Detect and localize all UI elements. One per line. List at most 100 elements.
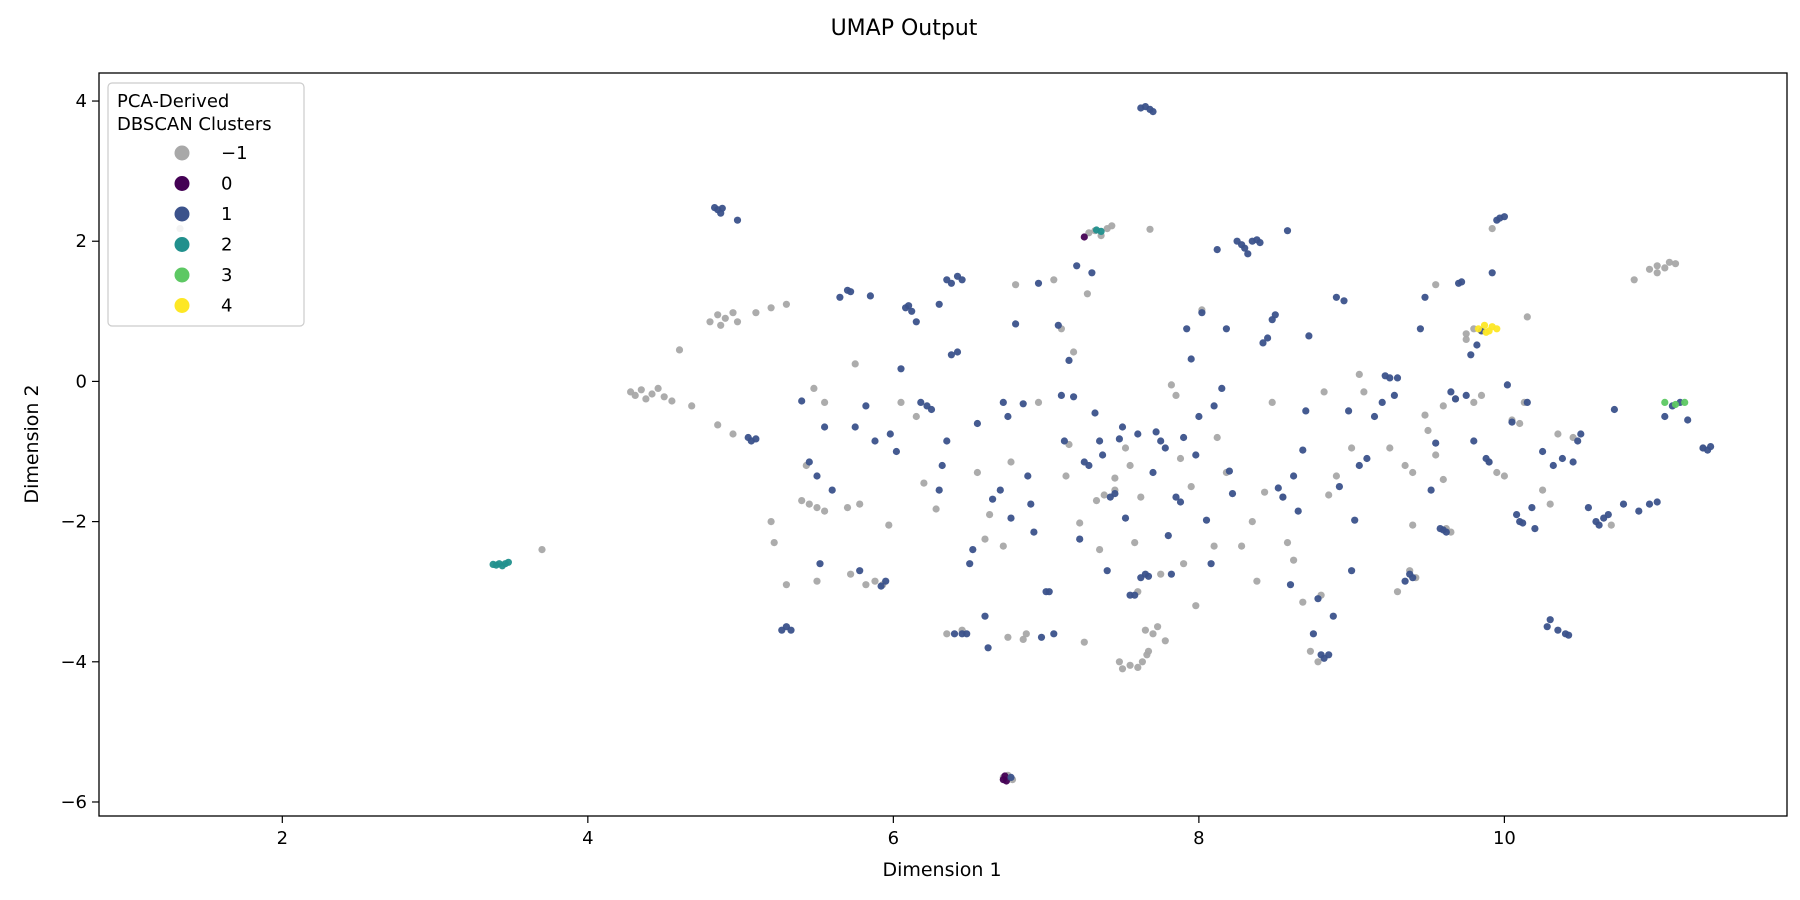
scatter-point-cluster--1 [1393,588,1402,596]
scatter-point-cluster-1 [1348,567,1356,575]
scatter-point-cluster-1 [1202,516,1211,524]
scatter-point-cluster-1 [1707,443,1715,451]
scatter-point-cluster-1 [1340,297,1348,305]
scatter-point-cluster-1 [1004,412,1012,421]
scatter-point-cluster-1 [1144,572,1153,580]
scatter-point-cluster-1 [851,423,859,431]
scatter-point-cluster--1 [1154,623,1162,631]
y-tick-label: 4 [76,91,87,112]
scatter-point-cluster--1 [1645,265,1654,273]
scatter-point-cluster-1 [1462,391,1470,399]
x-tick-label: 4 [582,828,593,849]
scatter-point-cluster-1 [1565,631,1573,639]
scatter-point-cluster-1 [1027,500,1035,508]
scatter-point-cluster-1 [856,567,864,575]
scatter-point-cluster-4 [1474,325,1482,333]
scatter-point-cluster-1 [1299,446,1307,454]
scatter-point-cluster--1 [1421,411,1429,419]
scatter-point-cluster--1 [1115,658,1123,666]
scatter-point-cluster-1 [1325,651,1333,659]
scatter-point-cluster-1 [813,472,821,480]
scatter-point-cluster-1 [1458,278,1466,286]
scatter-point-cluster--1 [1126,661,1134,669]
scatter-point-cluster--1 [1539,486,1547,494]
scatter-point-cluster-1 [1256,239,1264,247]
scatter-point-cluster--1 [847,570,855,578]
y-tick-label: −4 [60,652,87,673]
scatter-point-cluster--1 [1523,313,1531,321]
scatter-point-cluster--1 [821,398,829,406]
scatter-point-cluster-1 [963,630,971,638]
scatter-point-cluster-1 [1332,293,1340,301]
scatter-point-cluster-1 [733,216,742,224]
scatter-point-cluster-1 [787,626,795,634]
scatter-point-cluster-1 [966,560,974,568]
scatter-point-cluster-1 [1024,472,1032,480]
scatter-point-cluster-1 [1099,451,1107,459]
scatter-point-cluster--1 [717,321,725,329]
scatter-point-cluster-1 [1210,402,1218,410]
scatter-point-cluster--1 [1131,539,1139,547]
scatter-point-cluster-1 [1390,391,1398,399]
scatter-point-cluster--1 [1012,281,1020,289]
scatter-point-cluster--1 [642,395,650,403]
scatter-point-cluster-1 [1508,418,1516,426]
scatter-point-cluster--1 [1401,461,1409,470]
scatter-point-cluster-1 [1019,400,1027,408]
scatter-point-cluster--1 [1019,635,1027,644]
scatter-point-cluster--1 [843,504,852,512]
scatter-point-cluster-1 [1503,381,1511,389]
x-tick-label: 10 [1493,828,1516,849]
legend-box [107,82,305,327]
scatter-point-cluster--1 [1283,539,1292,547]
scatter-point-cluster--1 [1360,388,1368,396]
scatter-point-cluster--1 [1213,433,1221,442]
scatter-point-cluster--1 [1661,264,1669,272]
scatter-point-cluster-1 [1149,468,1157,477]
scatter-point-cluster--1 [648,390,656,398]
scatter-point-cluster-1 [1096,437,1104,445]
scatter-point-cluster-1 [847,288,855,296]
scatter-point-cluster-1 [1523,398,1531,406]
scatter-point-cluster--1 [805,500,813,508]
scatter-point-cluster-1 [871,437,879,445]
scatter-point-cluster-1 [935,486,943,494]
scatter-point-cluster-1 [1595,521,1603,529]
scatter-point-cluster--1 [1665,258,1673,266]
scatter-point-cluster--1 [1424,426,1432,435]
scatter-point-cluster--1 [973,468,982,477]
scatter-point-cluster-1 [1442,528,1450,536]
legend-marker [174,267,190,283]
scatter-point-cluster-1 [1531,525,1539,533]
scatter-point-cluster-1 [1103,567,1111,575]
scatter-point-cluster--1 [856,500,864,508]
scatter-point-cluster-1 [927,405,936,414]
scatter-point-cluster-1 [1225,467,1233,475]
scatter-point-cluster-1 [1305,332,1313,340]
scatter-point-cluster--1 [1432,281,1440,289]
scatter-point-cluster--1 [1126,461,1134,470]
scatter-point-cluster--1 [1121,444,1130,452]
scatter-point-cluster-2 [489,560,497,569]
scatter-point-cluster-1 [1037,633,1046,641]
scatter-point-cluster--1 [1161,637,1169,645]
scatter-point-cluster-1 [1192,451,1200,459]
scatter-point-cluster-1 [1549,461,1557,470]
scatter-point-cluster-1 [1007,514,1015,522]
scatter-point-cluster-1 [1134,430,1142,438]
x-axis: 2 4 6 8 10 [277,816,1516,849]
scatter-point-cluster-1 [862,402,870,410]
scatter-point-cluster--1 [1180,560,1188,568]
scatter-point-cluster-1 [1065,356,1073,364]
scatter-point-cluster--1 [1348,444,1356,452]
scatter-point-cluster--1 [932,505,940,513]
y-axis-label: Dimension 2 [21,384,43,503]
scatter-point-cluster-2 [1097,227,1105,235]
scatter-point-cluster--1 [1653,269,1661,277]
scatter-point-cluster--1 [1076,519,1084,527]
scatter-point-cluster-1 [1091,409,1099,417]
scatter-point-cluster-1 [1635,507,1643,515]
plot-area-frame [98,72,1788,817]
scatter-point-cluster-1 [1513,510,1521,519]
scatter-point-cluster-1 [1176,498,1185,506]
